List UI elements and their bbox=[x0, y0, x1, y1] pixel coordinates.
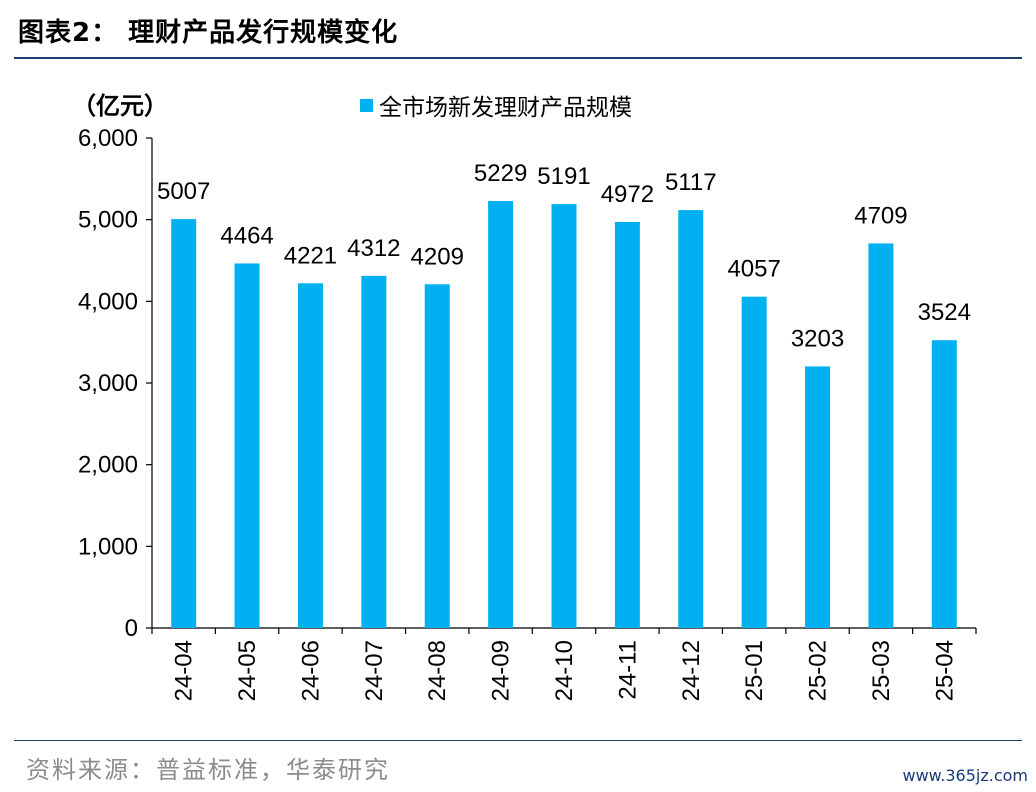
bar bbox=[297, 283, 323, 628]
legend-swatch bbox=[360, 98, 373, 112]
data-label: 4312 bbox=[347, 235, 400, 262]
data-label: 4209 bbox=[411, 243, 464, 270]
x-tick-label: 25-02 bbox=[805, 640, 832, 701]
data-label: 5229 bbox=[474, 160, 527, 187]
bar bbox=[171, 219, 197, 628]
data-label: 3524 bbox=[918, 299, 971, 326]
bar bbox=[614, 221, 640, 628]
bar bbox=[551, 204, 577, 628]
y-tick-label: 4,000 bbox=[78, 288, 138, 315]
bar bbox=[868, 243, 894, 628]
x-tick-label: 24-12 bbox=[678, 640, 705, 701]
x-tick-label: 24-07 bbox=[361, 640, 388, 701]
y-tick-label: 6,000 bbox=[78, 125, 138, 152]
y-tick-label: 3,000 bbox=[78, 370, 138, 397]
data-label: 4464 bbox=[220, 222, 273, 249]
data-label: 5117 bbox=[665, 169, 717, 196]
bar bbox=[424, 284, 450, 628]
x-tick-label: 24-08 bbox=[424, 640, 451, 701]
bar bbox=[234, 263, 260, 628]
legend-label: 全市场新发理财产品规模 bbox=[379, 95, 632, 121]
bar bbox=[488, 200, 514, 628]
data-label: 4972 bbox=[601, 181, 654, 208]
y-tick-label: 1,000 bbox=[78, 533, 138, 560]
data-label: 4057 bbox=[727, 256, 780, 283]
x-tick-label: 24-06 bbox=[297, 640, 324, 701]
source-divider bbox=[14, 740, 1022, 741]
y-tick-label: 2,000 bbox=[78, 452, 138, 479]
watermark: www.365jz.com bbox=[902, 766, 1028, 785]
bar bbox=[361, 275, 387, 628]
data-label: 4221 bbox=[284, 242, 337, 269]
y-tick-label: 5,000 bbox=[78, 207, 138, 234]
x-tick-label: 24-05 bbox=[234, 640, 261, 701]
x-tick-label: 25-04 bbox=[931, 640, 958, 701]
data-label: 4709 bbox=[854, 202, 907, 229]
y-axis-unit-label: （亿元） bbox=[72, 92, 168, 120]
x-tick-label: 24-04 bbox=[171, 640, 198, 701]
x-tick-label: 25-01 bbox=[741, 640, 768, 701]
chart-legend: 全市场新发理财产品规模 bbox=[360, 88, 632, 122]
x-tick-label: 24-09 bbox=[488, 640, 515, 701]
data-label: 3203 bbox=[791, 325, 844, 352]
bar bbox=[805, 366, 831, 628]
bar bbox=[931, 340, 957, 628]
title-divider bbox=[14, 57, 1022, 59]
x-tick-label: 25-03 bbox=[868, 640, 895, 701]
x-tick-label: 24-10 bbox=[551, 640, 578, 701]
x-tick-label: 24-11 bbox=[614, 640, 641, 700]
figure-title: 图表2： 理财产品发行规模变化 bbox=[18, 18, 399, 48]
data-label: 5191 bbox=[537, 163, 590, 190]
bar bbox=[741, 296, 767, 628]
bar bbox=[678, 210, 704, 628]
source-note: 资料来源：普益标准，华泰研究 bbox=[26, 756, 390, 784]
y-tick-label: 0 bbox=[125, 615, 138, 642]
data-label: 5007 bbox=[157, 178, 210, 205]
